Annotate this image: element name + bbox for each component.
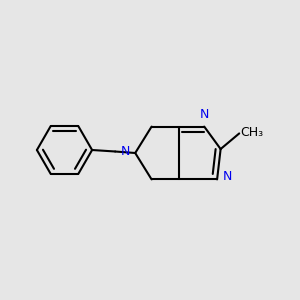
Text: N: N xyxy=(223,170,232,184)
Text: CH₃: CH₃ xyxy=(241,126,264,139)
Text: N: N xyxy=(120,145,130,158)
Text: N: N xyxy=(200,108,209,121)
